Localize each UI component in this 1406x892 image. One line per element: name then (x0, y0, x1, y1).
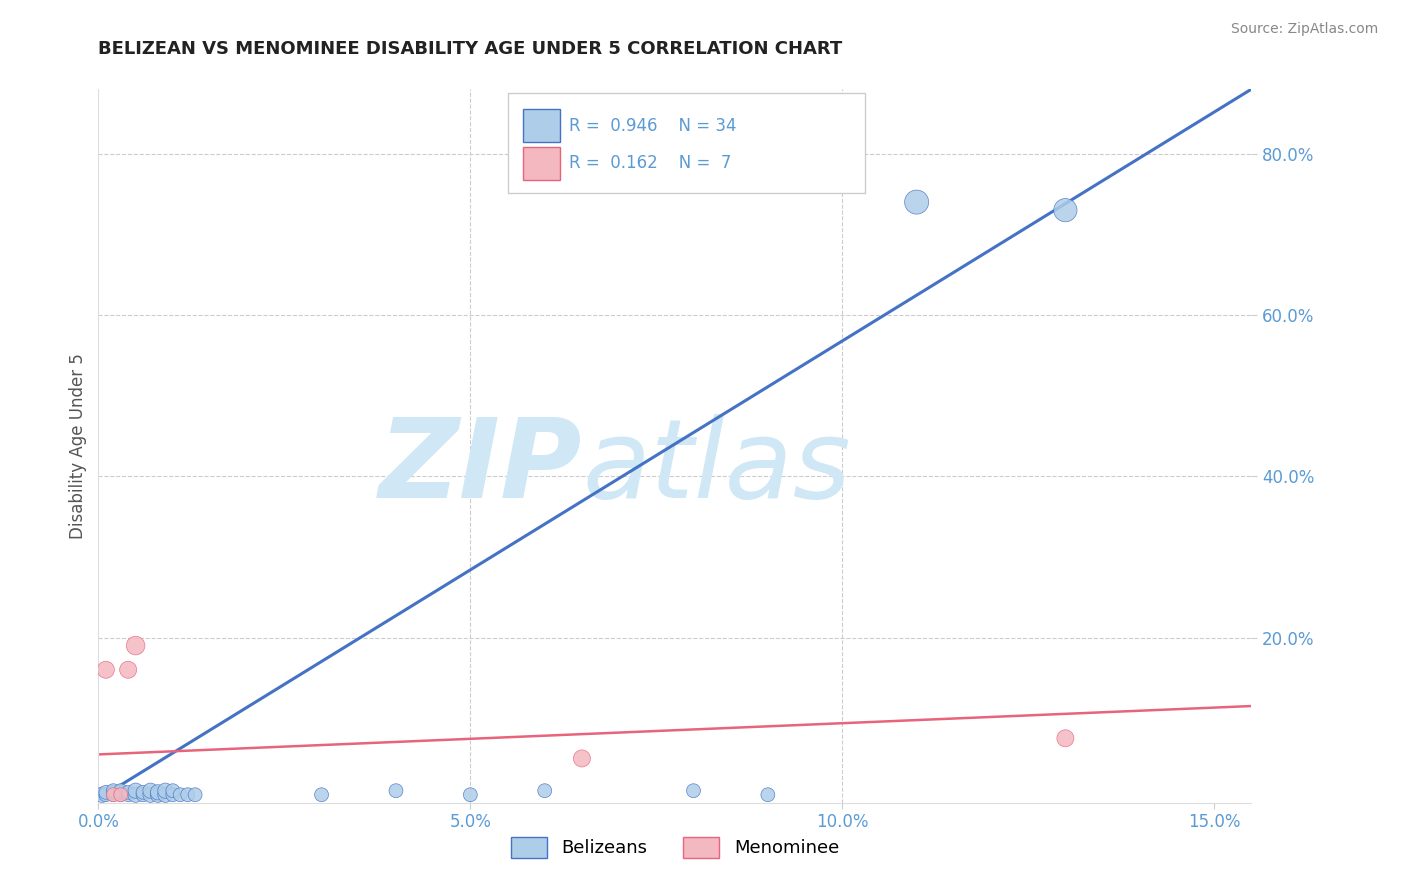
FancyBboxPatch shape (508, 93, 865, 193)
Point (110, 788, 132, 802)
Point (184, 788, 207, 802)
Point (176, 788, 198, 802)
Point (103, 788, 125, 802)
Point (905, 195, 928, 210)
Point (117, 785, 139, 799)
Point (94, 785, 117, 799)
Point (94, 788, 117, 802)
FancyBboxPatch shape (523, 109, 560, 142)
Point (162, 788, 184, 802)
Text: ZIP: ZIP (380, 414, 582, 521)
Point (124, 783, 146, 797)
Point (155, 788, 177, 802)
Point (155, 783, 177, 797)
Point (139, 783, 162, 797)
Point (110, 783, 132, 797)
Point (533, 783, 555, 797)
Point (132, 788, 155, 802)
Point (124, 788, 146, 802)
Y-axis label: Disability Age Under 5: Disability Age Under 5 (69, 353, 87, 539)
Text: Source: ZipAtlas.com: Source: ZipAtlas.com (1230, 22, 1378, 37)
Point (139, 788, 162, 802)
Point (117, 788, 139, 802)
Text: R =  0.162    N =  7: R = 0.162 N = 7 (569, 154, 731, 172)
Point (756, 788, 779, 802)
Point (146, 788, 169, 802)
Point (132, 785, 155, 799)
Text: atlas: atlas (582, 414, 851, 521)
Point (162, 783, 184, 797)
FancyBboxPatch shape (523, 147, 560, 180)
Point (385, 783, 408, 797)
Point (146, 785, 169, 799)
Point (124, 639, 146, 653)
Text: BELIZEAN VS MENOMINEE DISABILITY AGE UNDER 5 CORRELATION CHART: BELIZEAN VS MENOMINEE DISABILITY AGE UND… (98, 40, 842, 58)
Point (103, 783, 125, 797)
Point (94, 663, 117, 677)
Point (110, 785, 132, 799)
Point (1054, 203, 1077, 218)
Point (1054, 731, 1077, 746)
Point (110, 788, 132, 802)
Legend: Belizeans, Menominee: Belizeans, Menominee (503, 830, 846, 865)
Point (682, 783, 704, 797)
Point (117, 663, 139, 677)
Point (103, 785, 125, 799)
Point (571, 751, 593, 765)
Text: R =  0.946    N = 34: R = 0.946 N = 34 (569, 117, 737, 135)
Point (311, 788, 333, 802)
Point (91, 788, 114, 802)
Point (460, 788, 482, 802)
Point (169, 788, 191, 802)
Point (103, 788, 125, 802)
